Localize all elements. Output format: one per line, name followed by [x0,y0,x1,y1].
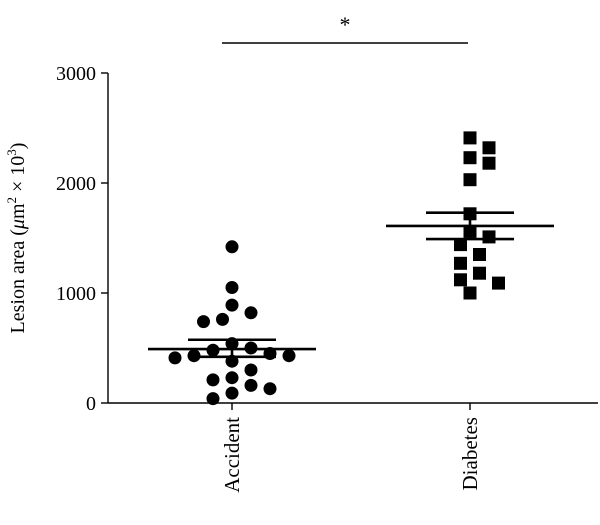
y-tick-label: 0 [86,393,96,415]
data-point-diabetes [454,273,467,287]
x-category-label: Accident [220,417,244,493]
data-point-diabetes [463,131,477,145]
data-point-accident [263,382,277,396]
data-point-diabetes [454,256,467,270]
y-tick-label: 2000 [56,173,96,195]
data-point-accident [244,306,258,320]
data-point-accident [225,386,239,400]
data-point-accident [206,392,220,406]
data-point-accident [244,378,258,392]
data-point-diabetes [463,286,477,300]
x-category-label: Diabetes [458,417,482,490]
data-points [168,131,505,406]
data-point-diabetes [482,141,496,155]
data-point-diabetes [454,238,467,252]
significance-label: * [340,12,351,37]
data-point-accident [244,363,258,377]
data-point-diabetes [482,230,496,244]
data-point-accident [225,371,239,385]
data-point-accident [206,373,220,387]
y-tick-label: 3000 [56,63,96,85]
data-point-diabetes [492,276,505,290]
y-tick-label: 1000 [56,283,96,305]
data-point-diabetes [473,266,486,280]
data-point-diabetes [463,151,477,165]
data-point-accident [216,312,229,326]
data-point-accident [225,281,239,294]
data-point-accident [225,298,239,312]
data-point-diabetes [463,173,477,187]
y-axis-label: Lesion area (μm2 × 103) [4,143,29,334]
data-point-diabetes [482,156,496,170]
data-point-accident [168,351,182,365]
data-point-accident [282,349,296,363]
data-point-accident [225,240,239,254]
mean-sem-lines [148,211,554,359]
data-point-diabetes [473,248,486,261]
x-categories: Accident Diabetes [220,403,482,493]
y-ticks: 0 1000 2000 3000 [56,63,108,415]
data-point-accident [197,315,210,329]
